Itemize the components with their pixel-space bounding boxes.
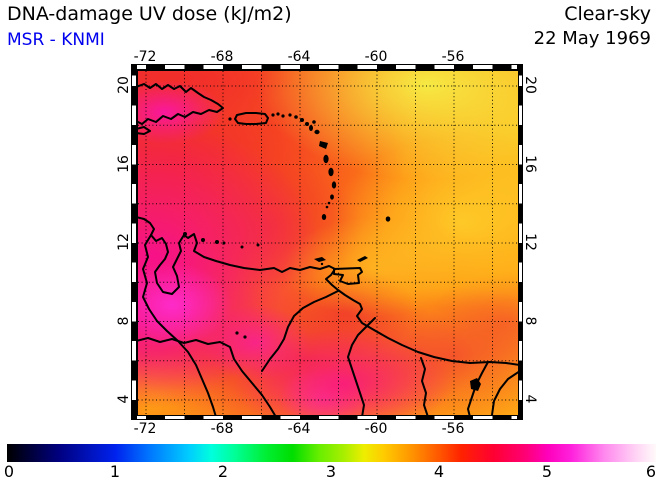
y-tick-right: 8 [522,316,538,326]
colorbar-tick: 5 [541,462,553,481]
y-tick-right: 12 [522,233,538,251]
colorbar-tick: 6 [645,462,657,481]
map-overlay [138,71,518,415]
orinoco-river [261,290,339,372]
colorbar-tick: 3 [325,462,337,481]
colorbar-tick: 2 [217,462,229,481]
sky-condition-label: Clear-sky [564,3,651,25]
x-tick-bottom: -68 [210,421,234,437]
puerto-rico [234,112,269,125]
venezuela-guyana-border [347,317,376,415]
small-islands [183,112,481,391]
y-tick-right: 16 [522,155,538,173]
y-tick-left: 20 [116,76,132,94]
coastlines [138,83,518,415]
map-frame [131,64,523,420]
colorbar-tick: 4 [433,462,445,481]
mainland-coast [138,216,518,366]
corner-border-river [491,371,518,415]
suriname-border-river [467,361,489,415]
y-tick-left: 12 [116,233,132,251]
page-title: DNA-damage UV dose (kJ/m2) [7,3,292,25]
y-tick-left: 16 [116,155,132,173]
zebra-border-right [518,70,522,414]
uv-dose-heatmap [138,71,518,415]
brokopondo-reservoir [470,378,481,391]
x-tick-top: -56 [441,49,465,65]
meta-border-river [138,337,276,415]
y-tick-left: 8 [116,316,132,326]
date-label: 22 May 1969 [533,28,651,49]
x-tick-bottom: -64 [287,421,311,437]
x-tick-top: -64 [287,49,311,65]
colombia-venezuela-border [142,234,217,415]
colorbar [7,444,656,462]
zebra-border-bottom [137,415,517,419]
x-tick-bottom: -72 [133,421,157,437]
trinidad [333,267,363,285]
zebra-border-left [132,70,136,414]
map-canvas [137,70,519,416]
zebra-border-top [137,65,517,69]
y-tick-right: 20 [522,76,538,94]
colorbar-tick: 1 [109,462,121,481]
y-tick-right: 4 [522,394,538,404]
essequibo-river [420,357,429,415]
x-tick-top: -72 [133,49,157,65]
x-tick-bottom: -60 [364,421,388,437]
x-tick-bottom: -56 [441,421,465,437]
haiti-peninsula [138,126,151,135]
data-source-label: MSR - KNMI [7,30,105,50]
x-tick-top: -68 [210,49,234,65]
y-tick-left: 4 [116,394,132,404]
x-tick-top: -60 [364,49,388,65]
hispaniola-coast [138,83,224,125]
colorbar-tick: 0 [3,462,15,481]
